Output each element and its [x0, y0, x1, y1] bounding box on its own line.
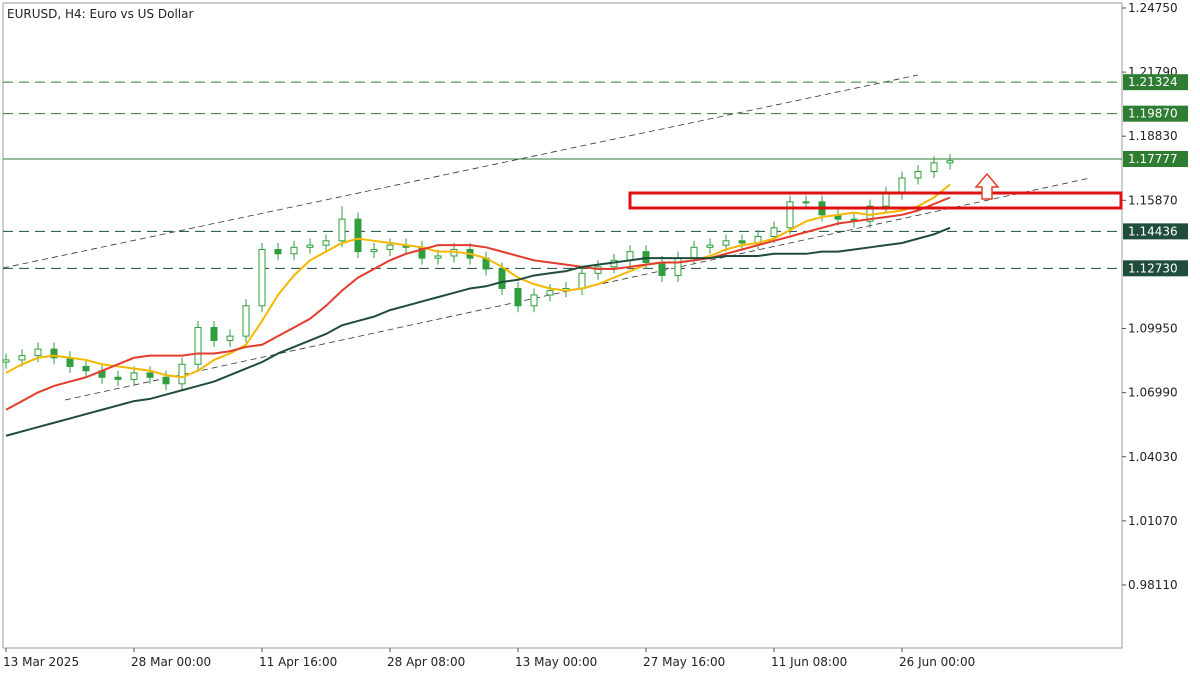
- candle-body: [386, 244, 394, 250]
- candle-body: [498, 268, 506, 289]
- level-label: 1.12730: [1128, 261, 1178, 275]
- candle-body: [194, 326, 202, 365]
- candle-body: [898, 177, 906, 194]
- moving-averages: [5, 183, 951, 437]
- candle-body: [178, 363, 186, 385]
- level-label: 1.17777: [1128, 152, 1178, 166]
- level-label-box: [1123, 105, 1188, 122]
- level-label: 1.21324: [1128, 75, 1178, 89]
- zone-box: [628, 191, 1123, 210]
- candle-body: [802, 201, 810, 204]
- candle-body: [370, 248, 378, 253]
- candle-body: [50, 348, 58, 359]
- candle-body: [642, 251, 650, 263]
- y-tick-label: 1.01070: [1128, 514, 1178, 528]
- candle-body: [914, 171, 922, 179]
- candle-body: [530, 294, 538, 307]
- plot-area: [2, 2, 1123, 649]
- level-label-box: [1123, 260, 1188, 277]
- candle-body: [514, 287, 522, 307]
- level-label-box: [1123, 223, 1188, 240]
- candle-body: [594, 266, 602, 274]
- candle-body: [658, 261, 666, 276]
- y-tick-label: 1.15870: [1128, 193, 1178, 207]
- y-tick-label: 1.24750: [1128, 1, 1178, 15]
- candle-body: [210, 326, 218, 341]
- y-tick-label: 1.18830: [1128, 129, 1178, 143]
- candle-body: [882, 192, 890, 207]
- levels: [3, 81, 1122, 269]
- candle-body: [242, 305, 250, 337]
- x-tick-label: 13 May 00:00: [515, 655, 597, 669]
- moving-average-line: [5, 196, 951, 411]
- level-label-box: [1123, 74, 1188, 91]
- candle-body: [2, 359, 10, 363]
- x-tick-label: 11 Jun 08:00: [771, 655, 847, 669]
- candle-body: [226, 335, 234, 341]
- candle-body: [66, 357, 74, 367]
- x-tick-label: 13 Mar 2025: [3, 655, 79, 669]
- chart-title: EURUSD, H4: Euro vs US Dollar: [7, 7, 193, 21]
- candle-body: [146, 372, 154, 378]
- x-tick-label: 28 Apr 08:00: [387, 655, 465, 669]
- candle-body: [306, 244, 314, 248]
- candle-body: [274, 248, 282, 255]
- candle-body: [434, 255, 442, 259]
- x-tick-label: 27 May 16:00: [643, 655, 725, 669]
- candle-body: [162, 376, 170, 385]
- candle-body: [34, 348, 42, 357]
- candle-body: [722, 240, 730, 246]
- arrow-up: [974, 172, 1000, 200]
- x-tick-label: 26 Jun 00:00: [899, 655, 975, 669]
- candle-body: [578, 272, 586, 289]
- candle-body: [738, 240, 746, 244]
- candle-body: [930, 162, 938, 173]
- level-label-box: [1123, 151, 1188, 168]
- candle-body: [290, 246, 298, 255]
- candle-body: [546, 290, 554, 296]
- candle-body: [946, 160, 954, 164]
- moving-average-line: [5, 183, 951, 379]
- candle-body: [18, 355, 26, 361]
- candle-body: [130, 372, 138, 380]
- candle-body: [322, 240, 330, 246]
- level-label: 1.19870: [1128, 107, 1178, 121]
- x-tick-label: 28 Mar 00:00: [131, 655, 211, 669]
- y-tick-label: 0.98110: [1128, 578, 1178, 592]
- candle-body: [114, 376, 122, 380]
- moving-average-line: [5, 226, 951, 437]
- candle-body: [338, 218, 346, 242]
- labels: 1.21324 1.19870 1.17777 1.14436 1.12730: [1123, 74, 1188, 277]
- candle-body: [82, 365, 90, 372]
- candle-body: [706, 244, 714, 248]
- candle-body: [690, 246, 698, 259]
- level-label: 1.14436: [1128, 224, 1178, 238]
- candle-body: [258, 248, 266, 307]
- candle-body: [626, 251, 634, 261]
- y-tick-label: 1.06990: [1128, 386, 1178, 400]
- candle-body: [770, 227, 778, 237]
- candle-body: [674, 257, 682, 276]
- candle-body: [786, 201, 794, 229]
- candle-body: [354, 218, 362, 253]
- trend-line-upper: [2, 74, 919, 269]
- y-tick-label: 1.04030: [1128, 450, 1178, 464]
- x-tick-label: 11 Apr 16:00: [259, 655, 337, 669]
- y-tick-label: 1.09950: [1128, 322, 1178, 336]
